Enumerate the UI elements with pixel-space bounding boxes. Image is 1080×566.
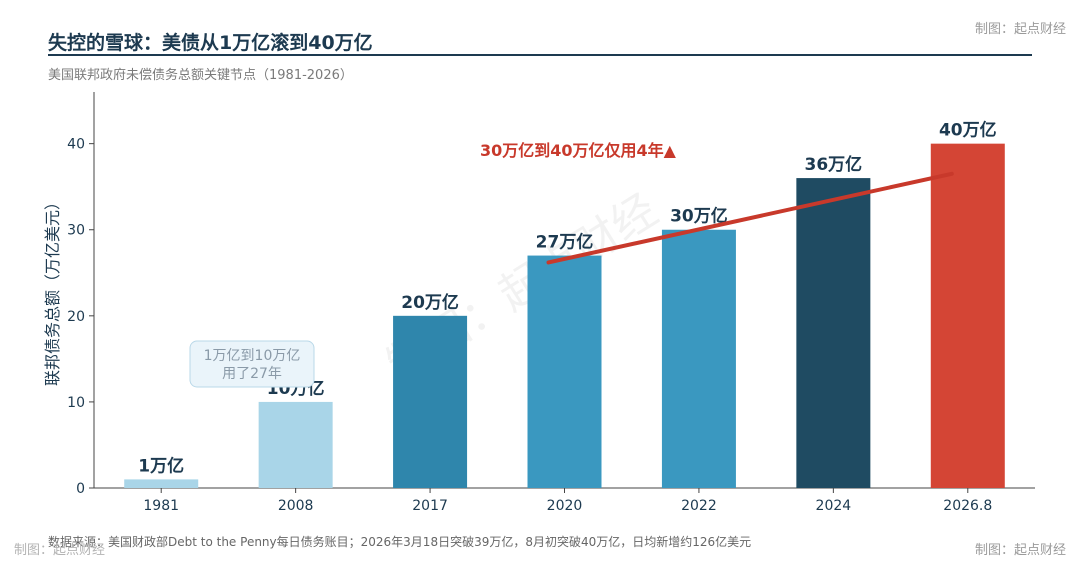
callout-text: 用了27年 (222, 366, 282, 382)
data-label: 20万亿 (401, 292, 459, 313)
bar-2017 (393, 315, 468, 488)
data-label: 1万亿 (138, 455, 184, 476)
bar-2026.8 (930, 143, 1005, 489)
bar-1981 (124, 479, 199, 488)
credit-bottom-left: 制图：起点财经 (14, 543, 106, 558)
credit-bottom-right: 制图：起点财经 (974, 543, 1066, 558)
x-tick-label: 2022 (681, 498, 717, 514)
x-tick-label: 2008 (278, 498, 314, 514)
bar-2024 (796, 178, 871, 488)
bar-2022 (661, 229, 736, 488)
chart-title: 失控的雪球：美债从1万亿滚到40万亿 (48, 32, 373, 54)
title-divider (48, 54, 1032, 56)
y-tick-label: 20 (67, 309, 85, 325)
trend-line (546, 171, 954, 265)
y-tick-label: 10 (67, 395, 85, 411)
data-label: 36万亿 (805, 154, 863, 175)
data-label: 40万亿 (939, 120, 997, 141)
data-label: 30万亿 (670, 206, 728, 227)
y-tick-label: 0 (76, 481, 85, 497)
bar-2020 (527, 255, 602, 488)
data-source-note: 数据来源：美国财政部Debt to the Penny每日债务账目；2026年3… (48, 535, 752, 549)
callout-box (189, 340, 315, 388)
trend-annotation: 30万亿到40万亿仅用4年▲ (480, 141, 677, 160)
y-tick-label: 30 (67, 223, 85, 239)
y-tick-label: 40 (67, 137, 85, 153)
credit-top-right: 制图：起点财经 (974, 22, 1066, 37)
chart-subtitle: 美国联邦政府未偿债务总额关键节点（1981-2026） (48, 68, 353, 83)
x-tick-label: 2024 (816, 498, 852, 514)
x-tick-label: 2017 (412, 498, 448, 514)
callout-text: 1万亿到10万亿 (204, 348, 301, 364)
y-axis-label: 联邦债务总额（万亿美元） (43, 194, 62, 386)
x-tick-label: 1981 (143, 498, 179, 514)
x-tick-label: 2026.8 (943, 498, 992, 514)
bar-2008 (258, 401, 333, 488)
x-tick-label: 2020 (547, 498, 583, 514)
data-label: 27万亿 (536, 232, 594, 253)
